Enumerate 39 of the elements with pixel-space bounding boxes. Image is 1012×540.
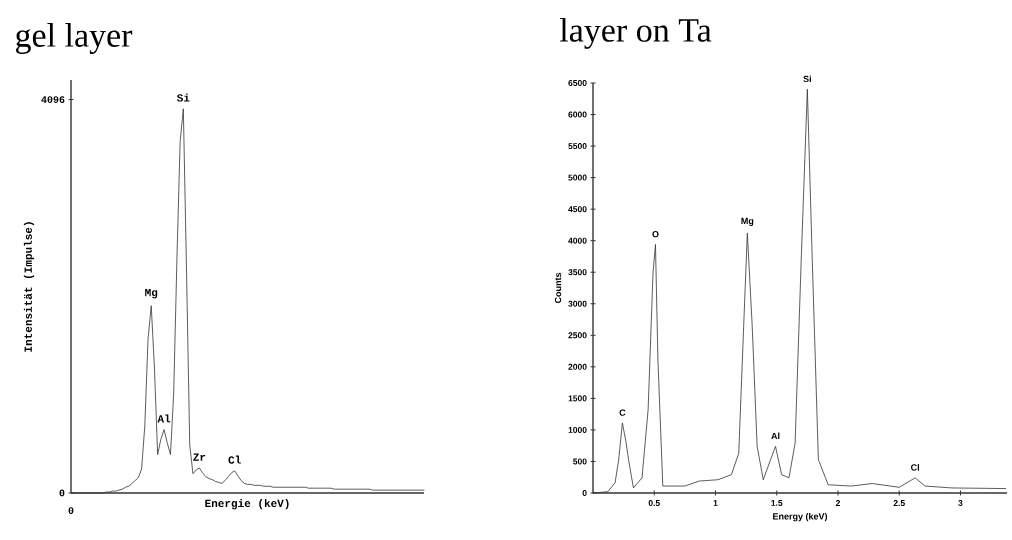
x-tick-label: 1.5 — [771, 500, 783, 506]
x-tick-label: 2.5 — [893, 500, 905, 507]
annotation: C — [619, 409, 626, 416]
x-tick-label: 3 — [958, 500, 963, 507]
y-tick-label: 2000 — [568, 363, 587, 370]
x-tick-label: 1 — [713, 500, 718, 506]
x-axis-title: Energie (keV) — [205, 499, 289, 510]
annotation: Cl — [911, 464, 919, 471]
annotation: Zr — [193, 453, 206, 461]
annotation: Al — [157, 414, 171, 423]
annotation: O — [652, 230, 659, 238]
y-tick-label: 5000 — [568, 174, 587, 181]
annotation: Si — [803, 75, 811, 83]
y-tick-label: 1000 — [568, 426, 587, 433]
y-tick-label: 4096 — [41, 96, 65, 103]
y-tick-label: 4000 — [568, 237, 587, 244]
annotation: Al — [771, 432, 780, 440]
y-tick-label: 5500 — [568, 143, 587, 150]
text: 0 — [68, 507, 74, 514]
y-tick-label: 6500 — [568, 79, 587, 86]
y-tick-label: 500 — [573, 458, 587, 465]
y-tick-label: 3000 — [568, 300, 587, 307]
y-tick-label: 3500 — [568, 269, 587, 276]
x-tick-label: 2 — [835, 500, 840, 506]
annotation: Mg — [145, 288, 158, 299]
annotation: Si — [176, 93, 190, 102]
y-tick-label: 6000 — [568, 111, 587, 118]
y-axis-title: Intensität (Impulse) — [23, 222, 35, 352]
y-tick-label: 0 — [582, 489, 587, 496]
y-tick-label: 4500 — [568, 206, 587, 213]
annotation: Cl — [228, 455, 241, 464]
chart-title: gel layer — [15, 23, 133, 54]
y-tick-label: 2500 — [568, 332, 587, 339]
y-axis-title: Counts — [554, 272, 562, 304]
y-tick-label: 1500 — [568, 395, 587, 402]
annotation: Mg — [741, 217, 754, 226]
chart-title: layer on Ta — [559, 17, 712, 49]
x-tick-label: 0.5 — [648, 500, 660, 507]
x-axis-title: Energy (keV) — [773, 512, 828, 522]
